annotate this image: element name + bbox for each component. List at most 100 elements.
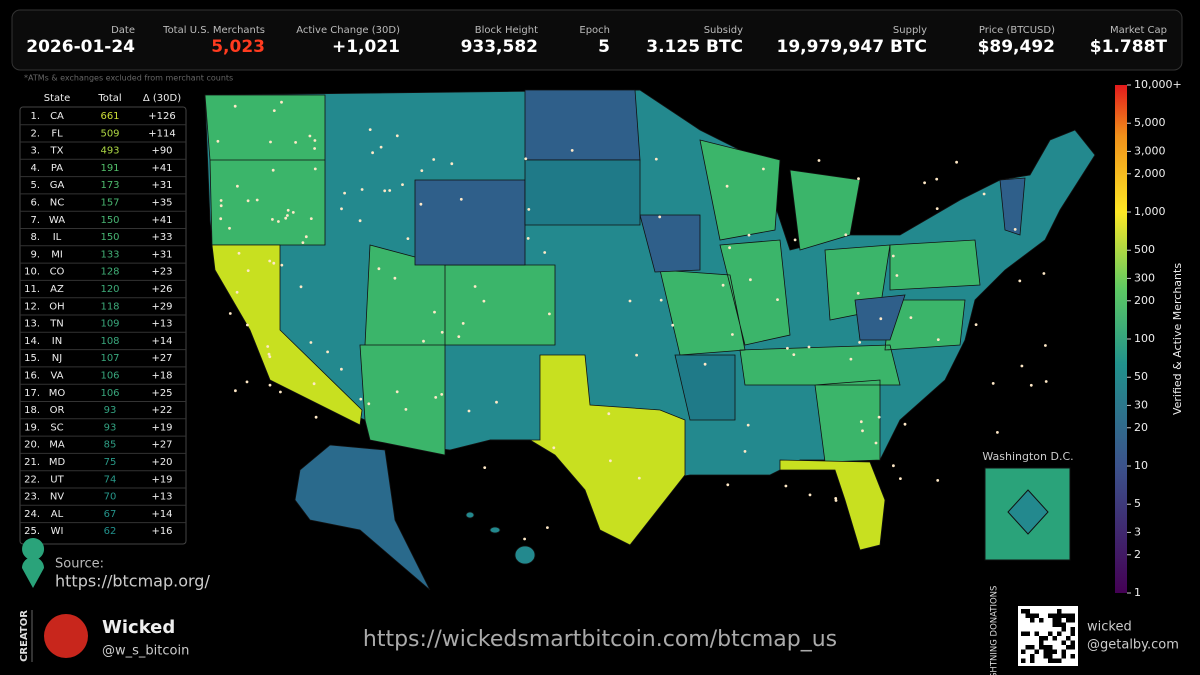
total: 661 <box>100 111 119 122</box>
source-icon <box>22 538 45 560</box>
merchant-dot <box>467 409 471 413</box>
qr-cell <box>1043 636 1048 641</box>
merchant-dot <box>360 188 364 191</box>
delta: +16 <box>151 526 172 537</box>
merchant-dot <box>607 412 611 416</box>
merchant-dot <box>635 353 638 357</box>
colorbar-tick-label: 1 <box>1134 586 1141 599</box>
state: MD <box>49 457 66 468</box>
merchant-dot <box>936 479 940 482</box>
colorbar-tick-label: 3,000 <box>1134 144 1166 157</box>
merchant-dot <box>313 147 316 150</box>
inset-title: Washington D.C. <box>982 450 1073 463</box>
merchant-dot <box>671 323 675 327</box>
merchant-dot <box>234 389 237 393</box>
merchant-dot <box>377 267 381 271</box>
merchant-dot <box>233 104 237 108</box>
stat-label: Supply <box>893 25 927 36</box>
merchant-dot <box>784 484 788 488</box>
colorbar-tick-label: 2 <box>1134 548 1141 561</box>
merchant-dot <box>419 202 423 206</box>
qr-cell <box>1070 627 1075 632</box>
qr-cell <box>1039 645 1044 650</box>
merchant-dot <box>834 499 838 502</box>
merchant-dot <box>628 299 632 303</box>
merchant-dot <box>358 219 362 223</box>
creator-name: Wicked <box>102 617 175 638</box>
merchant-dot <box>746 423 750 427</box>
total: 150 <box>100 232 119 243</box>
qr-cell <box>1052 618 1057 623</box>
qr-cell <box>1021 658 1026 663</box>
state: TX <box>50 146 64 157</box>
qr-cell <box>1052 636 1057 641</box>
merchant-dot <box>271 218 274 221</box>
merchant-dot <box>1042 272 1046 275</box>
merchant-dot <box>858 341 861 344</box>
merchant-dot <box>309 217 313 221</box>
colorbar-tick-label: 5,000 <box>1134 116 1166 129</box>
rank: 4. <box>30 163 40 174</box>
merchant-dot <box>291 211 295 214</box>
total: 157 <box>100 198 119 209</box>
merchant-dot <box>340 207 343 211</box>
state: AZ <box>50 284 64 295</box>
merchant-dot <box>367 402 371 406</box>
delta: +13 <box>151 492 172 503</box>
creator-label: CREATOR <box>19 610 30 662</box>
merchant-dot <box>343 191 346 195</box>
header-bar <box>11 9 1183 71</box>
merchant-dot <box>792 353 796 356</box>
qr-cell <box>1021 609 1026 614</box>
merchant-dot <box>280 263 284 267</box>
qr-pattern <box>1021 609 1075 663</box>
total: 67 <box>104 509 117 520</box>
merchant-dot <box>776 298 779 301</box>
total: 120 <box>100 284 119 295</box>
stat-value: 3.125 BTC <box>646 37 743 57</box>
merchant-dot <box>301 241 305 245</box>
rank: 8. <box>30 232 40 243</box>
merchant-dot <box>857 177 860 181</box>
table: State Total Δ (30D) 1. CA 661 +126 2. FL 509 +114 3… <box>20 93 186 537</box>
qr-cell <box>1043 654 1048 659</box>
footer-url: https://wickedsmartbitcoin.com/btcmap_us <box>363 627 837 652</box>
merchant-dot <box>368 128 372 132</box>
qr-cell <box>1052 658 1057 663</box>
total: 493 <box>100 146 119 157</box>
state: CO <box>50 267 65 278</box>
merchant-dot <box>422 339 425 343</box>
merchant-dot <box>935 207 939 211</box>
total: 106 <box>100 371 119 382</box>
merchant-dot <box>219 199 223 202</box>
qr-cell <box>1030 658 1035 663</box>
merchant-dot <box>703 362 707 366</box>
merchant-dot <box>420 169 424 173</box>
merchant-dot <box>543 251 547 254</box>
merchant-dot <box>891 254 895 258</box>
state: MO <box>49 388 66 399</box>
qr-cell <box>1034 613 1039 618</box>
delta: +41 <box>151 163 172 174</box>
qr-cell <box>1034 649 1039 654</box>
rank: 9. <box>30 249 40 260</box>
merchant-dot <box>219 217 223 221</box>
delta: +29 <box>151 301 172 312</box>
qr-cell <box>1061 654 1066 659</box>
merchant-dot <box>658 215 662 219</box>
merchant-dot <box>524 157 528 161</box>
merchant-dot <box>371 151 374 155</box>
colorbar-label: Verified & Active Merchants <box>1171 263 1184 415</box>
merchant-dot <box>762 167 765 171</box>
qr-cell <box>1057 618 1062 623</box>
total: 93 <box>104 422 117 433</box>
qr-cell <box>1066 636 1071 641</box>
state: OR <box>50 405 65 416</box>
colorbar-tick-label: 20 <box>1134 421 1148 434</box>
delta: +20 <box>151 457 172 468</box>
colorbar-tick-label: 10,000+ <box>1134 78 1182 91</box>
colorbar-ticks: 1 2 3 5 10 20 30 50 100 200 300 500 1,000 2,000 3,000 5… <box>1127 78 1182 599</box>
qr-cell <box>1043 645 1048 650</box>
stat-label: Epoch <box>579 25 610 36</box>
total: 93 <box>104 405 117 416</box>
